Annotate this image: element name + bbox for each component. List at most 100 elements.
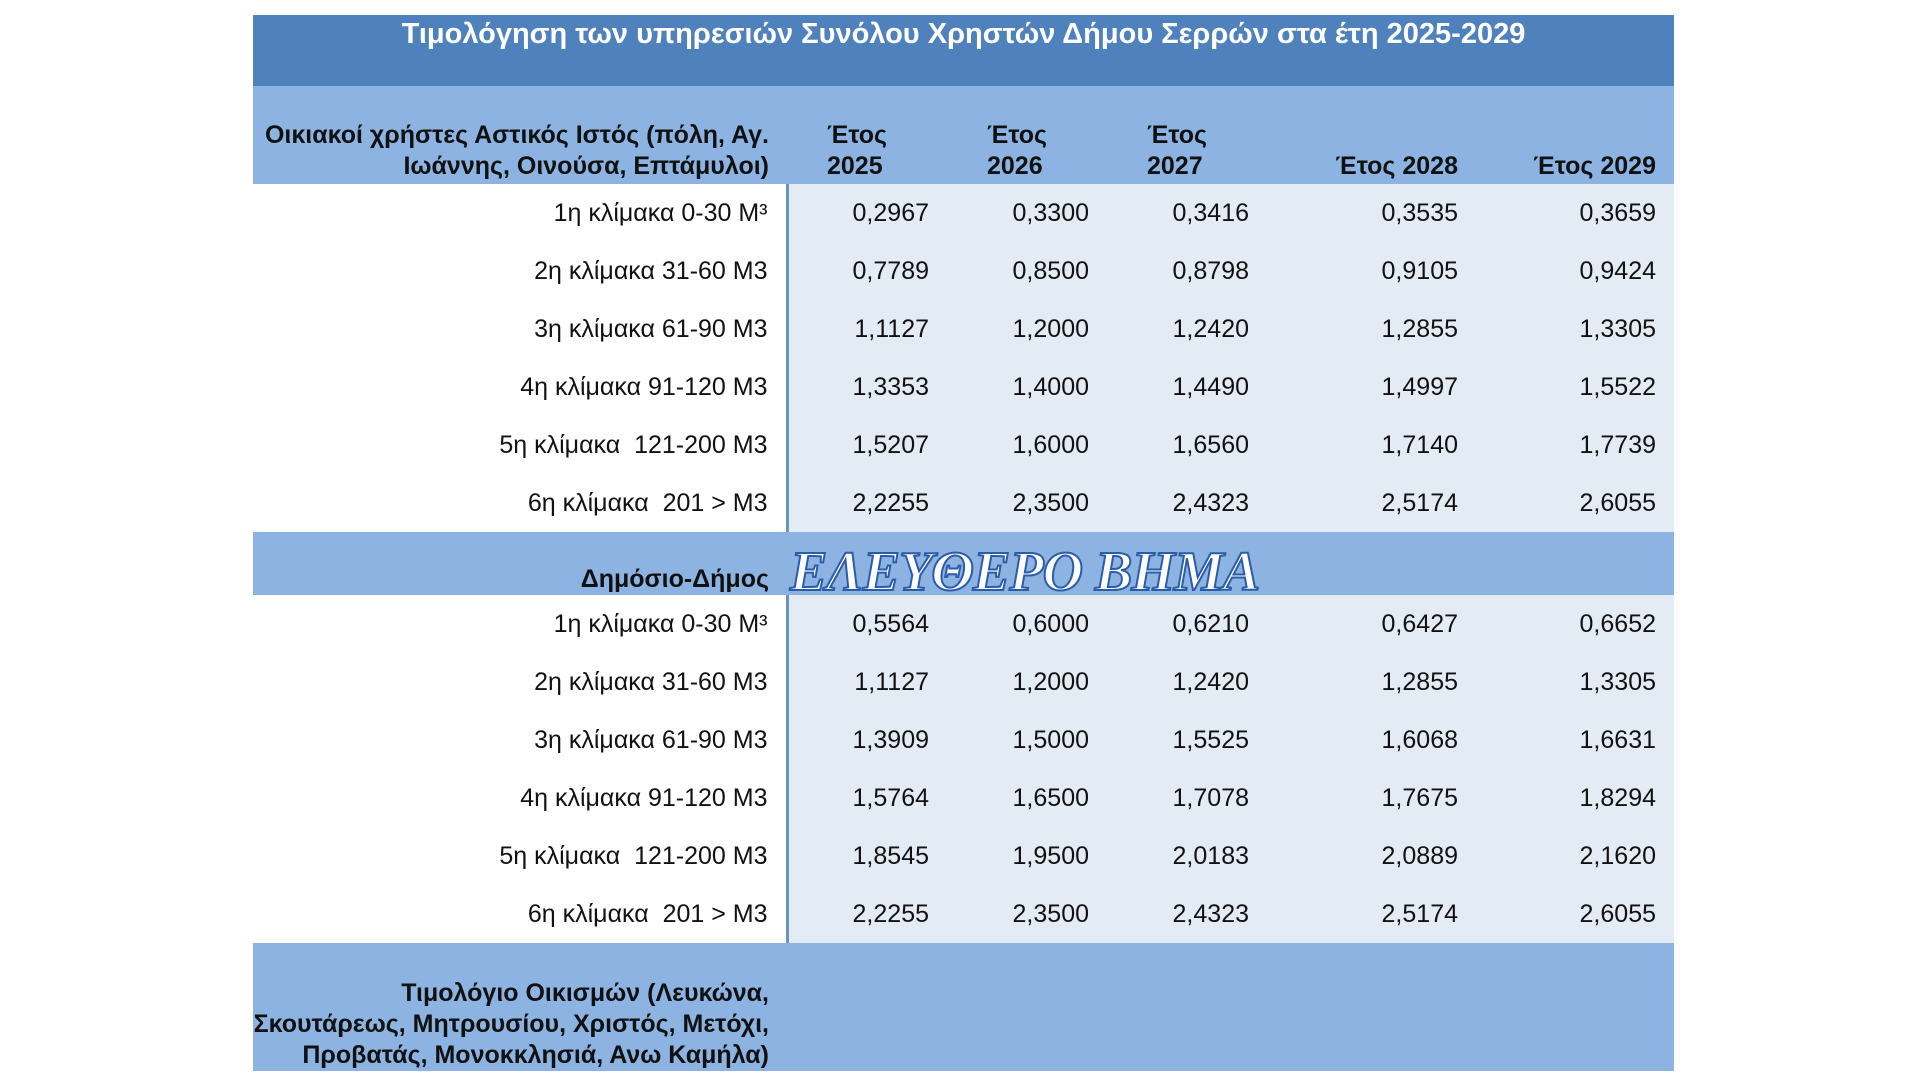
cell-value: 2,0889 — [1267, 827, 1476, 885]
column-header: Έτος 2029 — [1476, 86, 1674, 184]
cell-value: 1,6000 — [947, 416, 1107, 474]
title: Τιμολόγηση των υπηρεσιών Συνόλου Χρηστών… — [253, 15, 1674, 86]
cell-value: 1,2420 — [1107, 653, 1267, 711]
data-row: 6η κλίμακα 201 > M3 2,2255 2,3500 2,4323 2,5… — [253, 474, 1674, 532]
empty-cell — [787, 943, 947, 1071]
cell-value: 0,3416 — [1107, 184, 1267, 242]
cell-value: 1,7739 — [1476, 416, 1674, 474]
section-row: Δημόσιο-Δήμος — [253, 532, 1674, 595]
empty-cell — [787, 532, 947, 595]
cell-value: 0,3300 — [947, 184, 1107, 242]
row-label: 4η κλίμακα 91-120 M3 — [253, 769, 789, 827]
row-label: 2η κλίμακα 31-60 M3 — [253, 653, 789, 711]
cell-value: 1,5522 — [1476, 358, 1674, 416]
cell-value: 2,5174 — [1267, 885, 1476, 943]
section-label: Τιμολόγιο Οικισμών (Λευκώνα, Σκουτάρεως,… — [253, 943, 787, 1071]
cell-value: 1,2420 — [1107, 300, 1267, 358]
cell-value: 1,8545 — [787, 827, 947, 885]
data-row: 3η κλίμακα 61-90 M3 1,1127 1,2000 1,2420 1,2… — [253, 300, 1674, 358]
cell-value: 1,2000 — [947, 300, 1107, 358]
cell-value: 1,3305 — [1476, 653, 1674, 711]
row-label: 4η κλίμακα 91-120 M3 — [253, 358, 789, 416]
tariff-table: Οικιακοί χρήστες Αστικός Ιστός (πόλη, Αγ… — [253, 86, 1674, 1071]
cell-value: 0,2967 — [787, 184, 947, 242]
cell-value: 1,3353 — [787, 358, 947, 416]
row-label: 6η κλίμακα 201 > M3 — [253, 885, 789, 943]
cell-value: 2,3500 — [947, 474, 1107, 532]
cell-value: 1,9500 — [947, 827, 1107, 885]
cell-value: 1,5000 — [947, 711, 1107, 769]
empty-cell — [1476, 943, 1674, 1071]
column-header: Έτος 2028 — [1267, 86, 1476, 184]
cell-value: 1,4997 — [1267, 358, 1476, 416]
data-row: 4η κλίμακα 91-120 M3 1,3353 1,4000 1,4490 1,… — [253, 358, 1674, 416]
cell-value: 2,4323 — [1107, 885, 1267, 943]
cell-value: 0,7789 — [787, 242, 947, 300]
cell-value: 2,2255 — [787, 474, 947, 532]
cell-value: 1,7140 — [1267, 416, 1476, 474]
cell-value: 1,2855 — [1267, 300, 1476, 358]
cell-value: 1,5764 — [787, 769, 947, 827]
data-row: 6η κλίμακα 201 > M3 2,2255 2,3500 2,4323 2,5… — [253, 885, 1674, 943]
cell-value: 1,6631 — [1476, 711, 1674, 769]
cell-value: 1,1127 — [787, 653, 947, 711]
empty-cell — [1107, 943, 1267, 1071]
section-label: Δημόσιο-Δήμος — [253, 532, 787, 595]
data-row: 5η κλίμακα 121-200 M3 1,5207 1,6000 1,6560 1… — [253, 416, 1674, 474]
row-label: 2η κλίμακα 31-60 M3 — [253, 242, 789, 300]
data-row: 1η κλίμακα 0-30 M³ 0,5564 0,6000 0,6210 0,64… — [253, 595, 1674, 653]
data-row: 2η κλίμακα 31-60 M3 0,7789 0,8500 0,8798 0,9… — [253, 242, 1674, 300]
row-label: 1η κλίμακα 0-30 M³ — [253, 184, 789, 242]
empty-cell — [1107, 532, 1267, 595]
data-row: 1η κλίμακα 0-30 M³ 0,2967 0,3300 0,3416 0,35… — [253, 184, 1674, 242]
cell-value: 2,5174 — [1267, 474, 1476, 532]
cell-value: 1,7078 — [1107, 769, 1267, 827]
cell-value: 1,3305 — [1476, 300, 1674, 358]
cell-value: 0,5564 — [787, 595, 947, 653]
header-row: Οικιακοί χρήστες Αστικός Ιστός (πόλη, Αγ… — [253, 86, 1674, 184]
cell-value: 0,9105 — [1267, 242, 1476, 300]
data-row: 4η κλίμακα 91-120 M3 1,5764 1,6500 1,7078 1,… — [253, 769, 1674, 827]
empty-cell — [1476, 532, 1674, 595]
row-label: 1η κλίμακα 0-30 M³ — [253, 595, 789, 653]
cell-value: 1,4490 — [1107, 358, 1267, 416]
cell-value: 0,6210 — [1107, 595, 1267, 653]
empty-cell — [1267, 532, 1476, 595]
row-label: 6η κλίμακα 201 > M3 — [253, 474, 789, 532]
cell-value: 0,3535 — [1267, 184, 1476, 242]
data-row: 3η κλίμακα 61-90 M3 1,3909 1,5000 1,5525 1,6… — [253, 711, 1674, 769]
cell-value: 1,5207 — [787, 416, 947, 474]
cell-value: 1,8294 — [1476, 769, 1674, 827]
empty-cell — [1267, 943, 1476, 1071]
empty-cell — [947, 943, 1107, 1071]
cell-value: 1,7675 — [1267, 769, 1476, 827]
column-header: Έτος 2026 — [947, 86, 1107, 184]
cell-value: 0,6427 — [1267, 595, 1476, 653]
row-label: 5η κλίμακα 121-200 M3 — [253, 416, 789, 474]
cell-value: 2,6055 — [1476, 885, 1674, 943]
cell-value: 1,3909 — [787, 711, 947, 769]
data-row: 5η κλίμακα 121-200 M3 1,8545 1,9500 2,0183 2… — [253, 827, 1674, 885]
cell-value: 1,6068 — [1267, 711, 1476, 769]
cell-value: 1,2000 — [947, 653, 1107, 711]
row-label: 3η κλίμακα 61-90 M3 — [253, 300, 789, 358]
cell-value: 1,6560 — [1107, 416, 1267, 474]
cell-value: 2,0183 — [1107, 827, 1267, 885]
cell-value: 1,6500 — [947, 769, 1107, 827]
cell-value: 1,4000 — [947, 358, 1107, 416]
data-row: 2η κλίμακα 31-60 M3 1,1127 1,2000 1,2420 1,2… — [253, 653, 1674, 711]
cell-value: 0,9424 — [1476, 242, 1674, 300]
cell-value: 2,6055 — [1476, 474, 1674, 532]
column-header: Έτος 2025 — [787, 86, 947, 184]
column-header: Έτος 2027 — [1107, 86, 1267, 184]
cell-value: 2,3500 — [947, 885, 1107, 943]
watermark: ΕΛΕΥΘΕΡΟ ΒΗΜΑ — [789, 540, 1261, 604]
cell-value: 2,2255 — [787, 885, 947, 943]
row-label: 5η κλίμακα 121-200 M3 — [253, 827, 789, 885]
empty-cell — [947, 532, 1107, 595]
cell-value: 1,2855 — [1267, 653, 1476, 711]
cell-value: 2,1620 — [1476, 827, 1674, 885]
cell-value: 1,5525 — [1107, 711, 1267, 769]
cell-value: 0,3659 — [1476, 184, 1674, 242]
